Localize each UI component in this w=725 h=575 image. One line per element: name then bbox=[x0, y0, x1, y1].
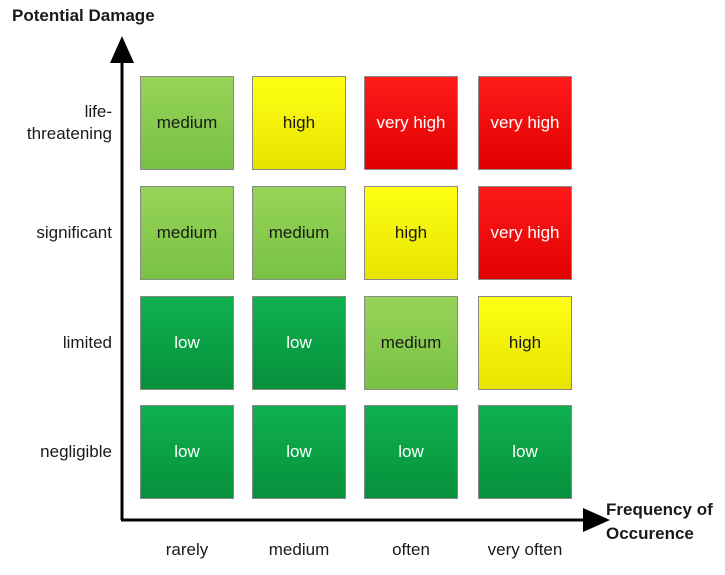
risk-cell-significant-often: high bbox=[364, 186, 458, 280]
risk-cell-negligible-very-often: low bbox=[478, 405, 572, 499]
column-label-often: often bbox=[392, 540, 430, 559]
row-label-line2: threatening bbox=[26, 124, 112, 143]
risk-cell-life-threatening-medium: high bbox=[252, 76, 346, 170]
row-label-limited: limited bbox=[62, 333, 112, 352]
y-axis-title: Potential Damage bbox=[12, 6, 155, 25]
x-axis-title-line2: Occurence bbox=[606, 524, 694, 543]
risk-cell-negligible-often: low bbox=[364, 405, 458, 499]
x-axis-title-line1: Frequency of bbox=[606, 500, 713, 519]
risk-cell-life-threatening-often: very high bbox=[364, 76, 458, 170]
column-label-very-often: very often bbox=[487, 540, 563, 559]
row-label-life-threatening: life- threatening bbox=[0, 101, 112, 145]
risk-cell-limited-often: medium bbox=[364, 296, 458, 390]
risk-cell-negligible-rarely: low bbox=[140, 405, 234, 499]
risk-cell-limited-very-often: high bbox=[478, 296, 572, 390]
row-label-line1: life- bbox=[84, 102, 112, 121]
risk-cell-significant-very-often: very high bbox=[478, 186, 572, 280]
column-label-medium: medium bbox=[268, 540, 330, 559]
risk-cell-life-threatening-rarely: medium bbox=[140, 76, 234, 170]
risk-cell-life-threatening-very-often: very high bbox=[478, 76, 572, 170]
risk-cell-limited-medium: low bbox=[252, 296, 346, 390]
risk-cell-limited-rarely: low bbox=[140, 296, 234, 390]
risk-cell-significant-rarely: medium bbox=[140, 186, 234, 280]
row-label-negligible: negligible bbox=[40, 442, 112, 461]
column-label-rarely: rarely bbox=[165, 540, 209, 559]
x-axis-title: Frequency of Occurence bbox=[606, 498, 724, 546]
risk-cell-negligible-medium: low bbox=[252, 405, 346, 499]
row-label-significant: significant bbox=[36, 223, 112, 242]
risk-cell-significant-medium: medium bbox=[252, 186, 346, 280]
